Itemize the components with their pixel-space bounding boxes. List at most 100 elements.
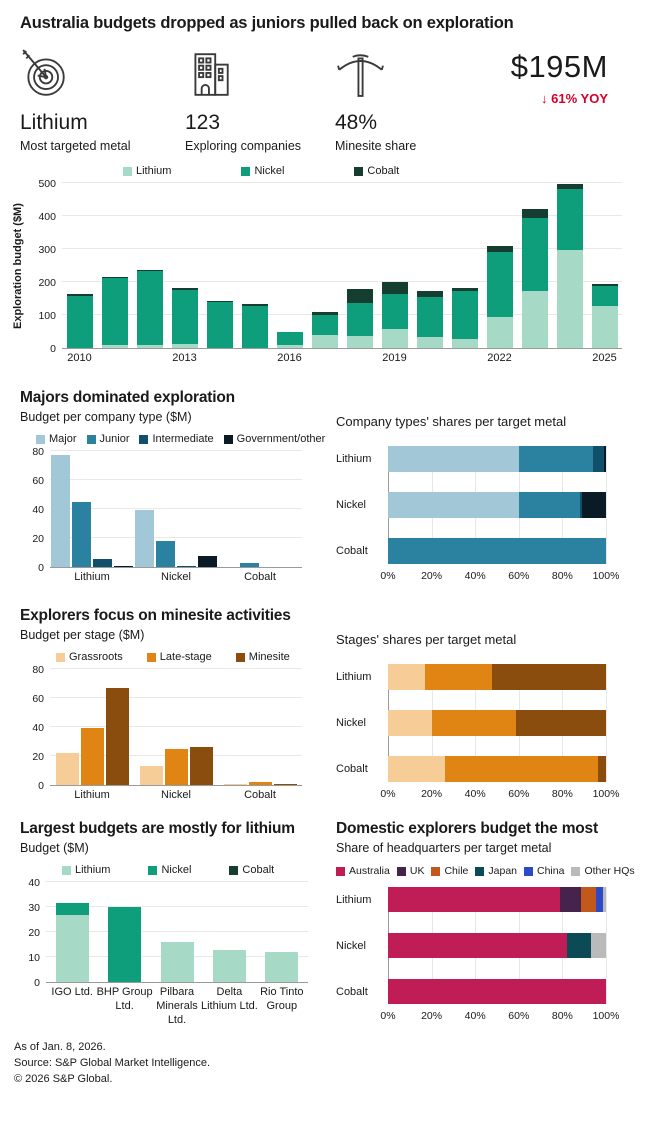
legend-label: Lithium (136, 165, 172, 177)
x-tick-label: 2022 (487, 352, 512, 364)
bar-segment-lithium (451, 339, 478, 348)
legend-item-chile: Chile (431, 865, 468, 877)
bar-track (388, 664, 606, 690)
bar-government-other (198, 556, 217, 567)
x-tick-label: Nickel (161, 789, 191, 801)
legend-label: Grassroots (69, 651, 123, 663)
gridline (62, 248, 622, 249)
bar-segment-lithium (486, 317, 513, 348)
bar-segment-nickel (486, 252, 513, 318)
gridline (62, 215, 622, 216)
legend-swatch (36, 434, 45, 444)
x-tick-label: 80% (551, 1010, 573, 1022)
bar-track (388, 933, 606, 958)
header: Australia budgets dropped as juniors pul… (0, 0, 660, 153)
y-tick-label: 80 (32, 664, 44, 676)
bar-segment-uk (560, 887, 581, 912)
y-tick-label: 60 (32, 693, 44, 705)
footer: As of Jan. 8, 2026. Source: S&P Global M… (0, 1040, 660, 1088)
as-of-date: As of Jan. 8, 2026. (14, 1041, 106, 1053)
page-title: Australia budgets dropped as juniors pul… (20, 14, 514, 32)
chart-body: Exploration budget ($M) 0 100 200 300 400 500 (12, 178, 660, 355)
legend-swatch (62, 865, 71, 875)
chart-budget-by-company-type: Major Junior Intermediate Government/other 0… (20, 433, 330, 586)
legend-item-australia: Australia (336, 865, 390, 877)
chart-legend: Major Junior Intermediate Government/other (36, 433, 330, 445)
legend-swatch (396, 866, 406, 876)
x-tick-label: Pilbara Minerals Ltd. (156, 986, 198, 1026)
bar-segment-japan (566, 933, 591, 958)
bar-segment-chile (580, 887, 597, 912)
x-tick-label: BHP Group Ltd. (96, 986, 153, 1012)
legend-swatch (354, 166, 364, 176)
hbar-row-cobalt: Cobalt (336, 756, 638, 782)
legend-item-nickel: Nickel (241, 165, 284, 177)
stat-value: 48% (335, 111, 378, 134)
bar-minesite (273, 783, 297, 785)
category-label: Cobalt (336, 763, 368, 775)
category-label: Lithium (336, 671, 372, 683)
x-tick-label: 20% (421, 1010, 443, 1022)
y-tick-label: 20 (32, 751, 44, 763)
bar-segment-cobalt (101, 276, 128, 278)
x-axis-labels: 0% 20% 40% 60% 80% 100% (336, 1010, 626, 1025)
y-tick-label: 60 (32, 475, 44, 487)
section-title: Domestic explorers budget the most (336, 820, 598, 837)
section-subtitle: Budget per stage ($M) (20, 628, 145, 642)
bar-segment-lithium (521, 290, 548, 348)
stat-label: Minesite share (335, 139, 417, 153)
category-label: Cobalt (336, 545, 368, 557)
gridline (606, 446, 607, 564)
x-axis-labels: 0% 20% 40% 60% 80% 100% (336, 570, 626, 585)
hbar-plot: Lithium Nickel Cobalt (336, 664, 638, 782)
legend-label: Major (49, 433, 77, 445)
bar-segment-nickel (311, 314, 338, 335)
legend-item-cobalt: Cobalt (354, 165, 399, 177)
legend-item-minesite: Minesite (235, 651, 290, 663)
section-title: Explorers focus on minesite activities (20, 607, 291, 624)
x-axis-labels: 2010 2013 2016 2019 2022 2025 (62, 352, 622, 367)
bar-segment-cobalt (171, 288, 198, 290)
legend-swatch (229, 865, 239, 875)
chart-exploration-budget-by-year: Lithium Nickel Cobalt Exploration budget ($… (0, 165, 660, 367)
bar-junior (72, 501, 91, 567)
bar-segment-cobalt (451, 287, 478, 292)
y-tick-label: 30 (28, 902, 40, 914)
bar-segment-lithium (171, 344, 198, 348)
hbar-plot: Lithium Nickel Cobalt (336, 446, 638, 564)
bar-segment-cobalt (346, 289, 373, 304)
stat-label: Most targeted metal (20, 139, 131, 153)
x-axis-labels: Lithium Nickel Cobalt (50, 789, 302, 804)
gridline (50, 697, 302, 698)
x-tick-label: Cobalt (244, 789, 276, 801)
legend-item-late-stage: Late-stage (146, 651, 212, 663)
y-tick-label: 500 (38, 178, 56, 190)
bar-late-stage (164, 749, 188, 785)
bar-segment-grassroots (388, 756, 445, 782)
bar-segment-major (388, 492, 519, 518)
legend-label: UK (409, 865, 425, 877)
bar-segment-lithium (311, 334, 338, 348)
bar-segment-nickel (416, 296, 443, 338)
bar-segment-nickel (346, 303, 373, 337)
gridline (62, 182, 622, 183)
bar-track (388, 887, 606, 912)
bar-segment-major (388, 446, 519, 472)
hbar-row-lithium: Lithium (336, 446, 638, 472)
legend-label: Late-stage (159, 651, 212, 663)
legend-label: Government/other (236, 433, 326, 445)
hbar-row-cobalt: Cobalt (336, 979, 638, 1004)
bar-segment-nickel (381, 293, 408, 329)
bar-segment-nickel (171, 289, 198, 345)
bar-segment-nickel (206, 301, 233, 348)
bar-segment-nickel (66, 296, 93, 348)
section-title: Majors dominated exploration (20, 389, 235, 406)
x-tick-label: 2025 (592, 352, 617, 364)
chart-title: Stages' shares per target metal (336, 632, 517, 647)
hbar-row-cobalt: Cobalt (336, 538, 638, 564)
legend-label: Australia (349, 865, 390, 877)
chart-legend: Lithium Nickel Cobalt (62, 864, 330, 876)
x-tick-label: 2010 (67, 352, 92, 364)
y-tick-label: 40 (32, 504, 44, 516)
legend-swatch (235, 652, 245, 662)
